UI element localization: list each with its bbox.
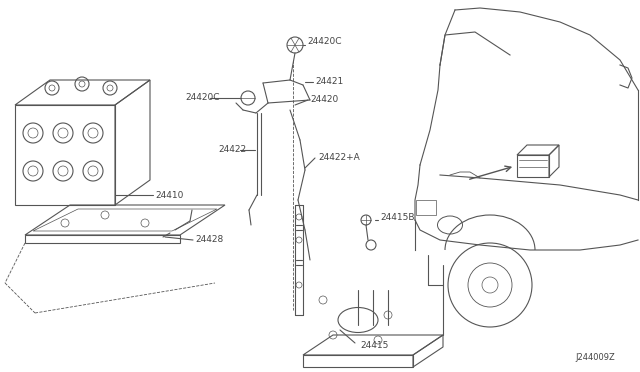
- Text: 24410: 24410: [155, 190, 184, 199]
- Text: 24428: 24428: [195, 235, 223, 244]
- Bar: [416, 200, 436, 215]
- Text: 24415B: 24415B: [380, 214, 415, 222]
- Text: 24422+A: 24422+A: [318, 154, 360, 163]
- Text: 24422: 24422: [218, 145, 246, 154]
- Text: J244009Z: J244009Z: [575, 353, 615, 362]
- Text: 24421: 24421: [315, 77, 343, 87]
- Text: 24420C: 24420C: [307, 38, 342, 46]
- Text: 24415: 24415: [360, 340, 388, 350]
- Text: 24420: 24420: [310, 96, 339, 105]
- Text: 24420C: 24420C: [185, 93, 220, 103]
